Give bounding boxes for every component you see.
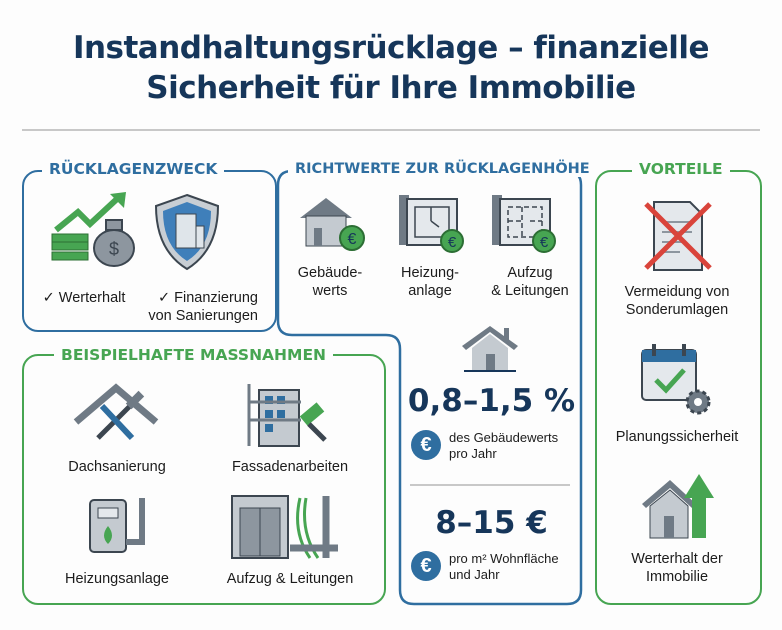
- house-icon: [462, 326, 518, 372]
- blueprint-euro-icon: €: [492, 195, 556, 253]
- section-heading: RICHTWERTE ZUR RÜCKLAGENHÖHE: [288, 161, 597, 177]
- massnahme-label-fassade: Fassadenarbeiten: [231, 459, 349, 475]
- calendar-check-icon: [641, 344, 711, 415]
- house-arrow-up-icon: [642, 474, 714, 539]
- massnahme-label-aufzug: Aufzug & Leitungen: [226, 571, 354, 587]
- massnahme-label-dach: Dachsanierung: [68, 459, 166, 475]
- vorteil-label-sonderumlagen: Vermeidung von Sonderumlagen: [624, 284, 730, 318]
- money-growth-icon: $: [51, 192, 135, 267]
- divider: [22, 129, 760, 131]
- vorteil-label-planung: Planungssicherheit: [615, 429, 739, 445]
- section-richtwerte: [276, 169, 583, 606]
- section-heading: RÜCKLAGENZWECK: [42, 160, 225, 178]
- crossed-document-icon: [644, 201, 712, 271]
- svg-text:$: $: [109, 239, 119, 259]
- zweck-label-finanzierung: ✓ Finanzierung von Sanierungen: [148, 290, 258, 324]
- zweck-label-werterhalt: ✓ Werterhalt: [42, 290, 126, 306]
- richtwert-label-aufzug: Aufzug & Leitungen: [491, 265, 569, 299]
- facade-scaffold-icon: [247, 384, 327, 447]
- euro-icon: €: [411, 551, 441, 581]
- richtwert-euro-value: 8–15 €: [435, 505, 548, 541]
- vorteil-label-werterhalt: Werterhalt der Immobilie: [631, 551, 723, 585]
- svg-text:€: €: [448, 234, 457, 251]
- page-title: Instandhaltungsrücklage – finanzielle Si…: [72, 30, 710, 106]
- elevator-pipes-icon: [231, 495, 338, 559]
- richtwert-label-gebaeudewerts: Gebäude- werts: [297, 265, 363, 299]
- massnahme-label-heizung: Heizungsanlage: [65, 571, 169, 587]
- shield-building-icon: [154, 193, 220, 271]
- house-euro-icon: €: [300, 198, 365, 251]
- divider: [410, 484, 570, 486]
- section-heading: VORTEILE: [632, 160, 730, 178]
- euro-icon: €: [411, 430, 441, 460]
- roof-tools-icon: [73, 383, 159, 441]
- richtwert-euro-desc: pro m² Wohnfläche und Jahr: [449, 551, 559, 582]
- blueprint-euro-icon: €: [399, 195, 464, 253]
- section-heading: BEISPIELHAFTE MASSNAHMEN: [54, 346, 334, 364]
- svg-text:€: €: [348, 231, 357, 248]
- richtwert-label-heizung: Heizung- anlage: [400, 265, 460, 299]
- richtwert-percent-desc: des Gebäudewerts pro Jahr: [449, 430, 559, 461]
- boiler-icon: [89, 498, 145, 553]
- richtwert-percent-value: 0,8–1,5 %: [407, 383, 576, 419]
- svg-text:€: €: [540, 234, 549, 251]
